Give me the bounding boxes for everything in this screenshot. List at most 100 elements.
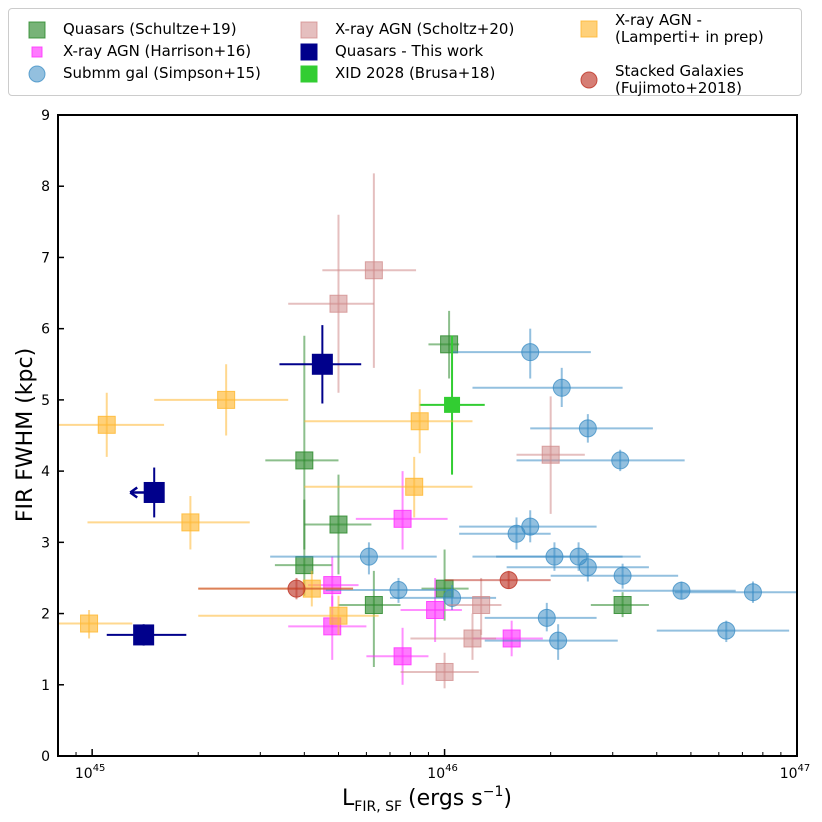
x-axis-label: LFIR, SF (ergs s−1) xyxy=(342,784,512,815)
y-tick-label: 7 xyxy=(41,250,50,266)
legend-label-line: Stacked Galaxies xyxy=(615,62,744,80)
scholtz-point xyxy=(472,596,491,615)
legend-marker-schultze xyxy=(28,21,46,39)
thiswork-point xyxy=(133,624,155,646)
simpson-point xyxy=(389,581,408,600)
harrison-point xyxy=(502,629,521,648)
legend-label: X-ray AGN (Harrison+16) xyxy=(63,43,251,60)
scholtz-point xyxy=(329,294,348,313)
fujimoto-point xyxy=(287,579,306,598)
legend-symbol xyxy=(580,71,598,89)
legend-label-line: Submm gal (Simpson+15) xyxy=(63,64,261,82)
y-tick-label: 0 xyxy=(41,749,50,765)
legend-marker-thiswork xyxy=(300,43,318,61)
x-axis-label-close: ) xyxy=(503,786,512,811)
series-fujimoto xyxy=(198,570,551,600)
legend-label: Quasars - This work xyxy=(335,43,483,60)
simpson-point xyxy=(743,583,762,602)
scholtz-point xyxy=(463,629,482,648)
x-axis-label-units: (ergs s xyxy=(408,786,483,811)
legend-symbol xyxy=(28,65,46,83)
legend: Quasars (Schultze+19) X-ray AGN (Harrison… xyxy=(8,8,802,97)
legend-symbol xyxy=(580,20,598,38)
lamperti-point xyxy=(329,606,348,625)
scholtz-point xyxy=(364,261,383,280)
y-tick-label: 2 xyxy=(41,607,50,623)
schultze-point xyxy=(295,556,314,575)
legend-symbol xyxy=(300,21,318,39)
simpson-point xyxy=(549,631,568,650)
lamperti-point xyxy=(181,513,200,532)
x-axis-label-main: L xyxy=(342,786,355,811)
simpson-point xyxy=(537,608,556,627)
legend-symbol xyxy=(31,46,43,58)
series-simpson xyxy=(270,328,797,660)
series-scholtz xyxy=(288,173,585,689)
lamperti-point xyxy=(410,412,429,431)
harrison-point xyxy=(426,600,445,619)
legend-symbol xyxy=(28,21,46,39)
legend-label: X-ray AGN (Scholtz+20) xyxy=(335,21,514,38)
simpson-point xyxy=(507,524,526,543)
y-tick-label: 8 xyxy=(41,179,50,195)
legend-label-line: X-ray AGN (Harrison+16) xyxy=(63,42,252,60)
legend-marker-scholtz xyxy=(300,21,318,39)
lamperti-point xyxy=(97,415,116,434)
schultze-point xyxy=(613,596,632,615)
y-tick-label: 6 xyxy=(41,322,50,338)
legend-label: Quasars (Schultze+19) xyxy=(63,21,237,38)
simpson-point xyxy=(672,581,691,600)
series-schultze xyxy=(265,310,649,667)
simpson-point xyxy=(443,588,462,607)
schultze-point xyxy=(364,596,383,615)
simpson-point xyxy=(611,451,630,470)
schultze-point xyxy=(440,335,459,354)
x-axis-label-exp: −1 xyxy=(483,784,504,800)
legend-label-line: X-ray AGN - xyxy=(615,11,702,29)
scholtz-point xyxy=(541,445,560,464)
upper-limit-arrowhead xyxy=(129,486,138,499)
x-tick-label: 1045 xyxy=(75,763,106,782)
legend-label-line: Quasars - This work xyxy=(335,42,484,60)
brusa-point xyxy=(444,396,461,413)
thiswork-point xyxy=(311,353,333,375)
simpson-point xyxy=(578,419,597,438)
scholtz-point xyxy=(435,662,454,681)
legend-marker-harrison xyxy=(31,46,43,58)
legend-label: Submm gal (Simpson+15) xyxy=(63,65,261,82)
legend-label-line: XID 2028 (Brusa+18) xyxy=(335,64,496,82)
plot-frame xyxy=(57,114,798,757)
lamperti-point xyxy=(217,390,236,409)
simpson-point xyxy=(521,343,540,362)
legend-label: X-ray AGN - (Lamperti+ in prep) xyxy=(615,12,764,46)
legend-marker-simpson xyxy=(28,65,46,83)
harrison-point xyxy=(393,647,412,666)
harrison-point xyxy=(393,509,412,528)
y-tick-label: 4 xyxy=(41,464,50,480)
fujimoto-point xyxy=(499,571,518,590)
y-tick-label: 9 xyxy=(41,108,50,124)
legend-marker-lamperti xyxy=(580,20,598,38)
legend-label-line: Quasars (Schultze+19) xyxy=(63,20,237,38)
simpson-point xyxy=(552,378,571,397)
lamperti-point xyxy=(80,614,99,633)
lamperti-point xyxy=(405,477,424,496)
legend-label: Stacked Galaxies (Fujimoto+2018) xyxy=(615,63,744,97)
x-axis-label-sub: FIR, SF xyxy=(354,799,402,815)
legend-marker-brusa xyxy=(300,65,318,83)
legend-label-line: (Lamperti+ in prep) xyxy=(615,28,764,46)
y-tick-label: 1 xyxy=(41,678,50,694)
legend-symbol xyxy=(300,43,318,61)
simpson-point xyxy=(578,558,597,577)
y-tick-label: 5 xyxy=(41,393,50,409)
series-thiswork xyxy=(106,325,362,646)
series-brusa xyxy=(419,335,485,475)
simpson-point xyxy=(613,566,632,585)
y-tick-label: 3 xyxy=(41,535,50,551)
y-axis-label: FIR FWHM (kpc) xyxy=(13,348,38,522)
legend-label-line: X-ray AGN (Scholtz+20) xyxy=(335,20,515,38)
simpson-point xyxy=(717,621,736,640)
legend-label-line: (Fujimoto+2018) xyxy=(615,79,742,97)
simpson-point xyxy=(359,547,378,566)
